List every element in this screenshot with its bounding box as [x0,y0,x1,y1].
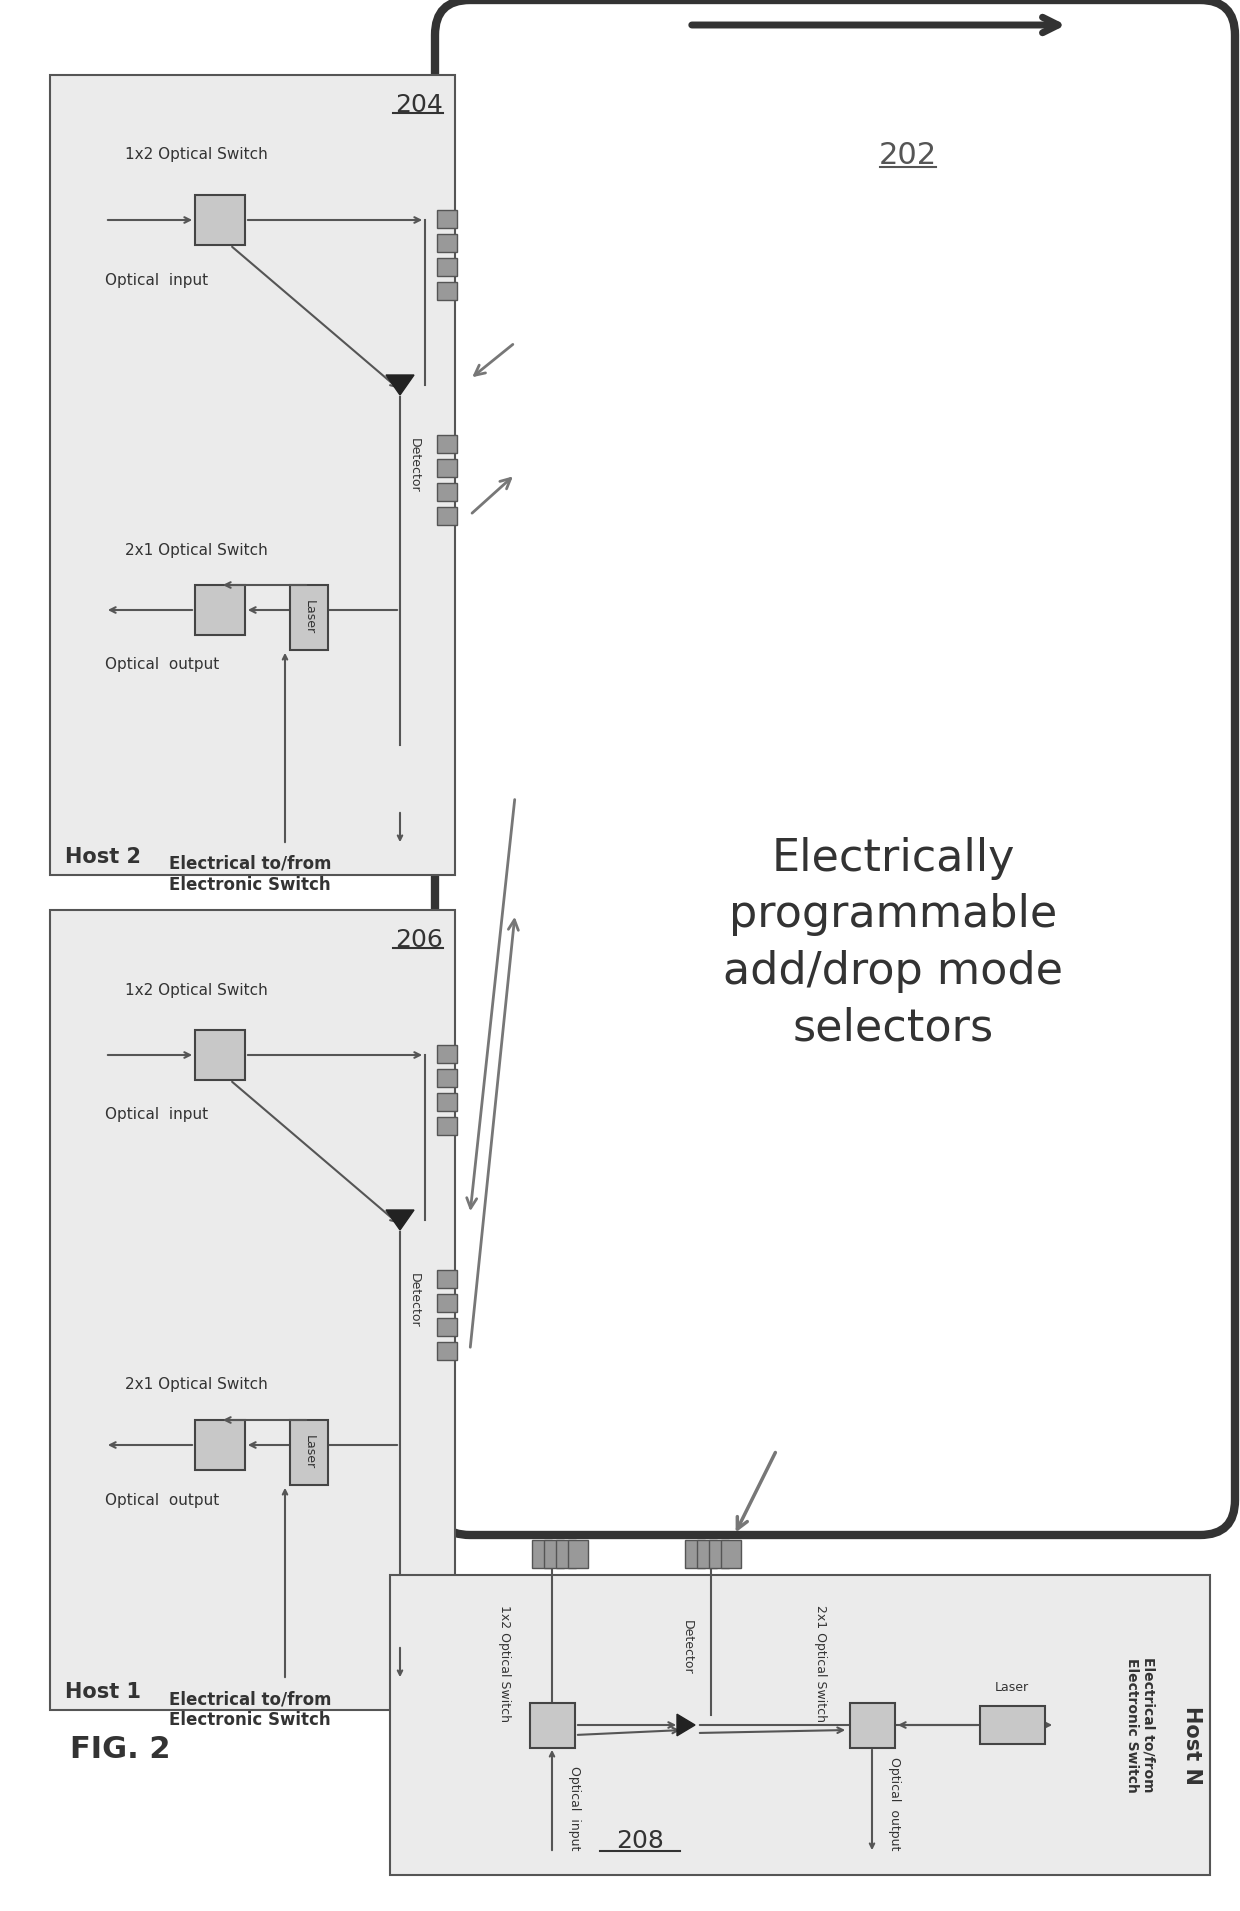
Text: 2x1 Optical Switch: 2x1 Optical Switch [125,543,268,558]
Bar [436,258,458,275]
Bar [436,483,458,501]
Polygon shape [677,1714,694,1735]
Bar [980,1707,1045,1745]
Bar [436,283,458,300]
Bar [436,1118,458,1135]
Bar [684,1540,706,1569]
Bar [720,1540,742,1569]
Text: Optical  output: Optical output [105,657,219,673]
Bar [532,1540,552,1569]
Polygon shape [386,1210,414,1231]
Bar [50,75,455,875]
Bar [195,195,246,245]
Text: Electrical to/from
Electronic Switch: Electrical to/from Electronic Switch [1125,1657,1156,1793]
Text: Electrical to/from
Electronic Switch: Electrical to/from Electronic Switch [169,854,331,894]
Bar [709,1540,729,1569]
Text: Detector: Detector [681,1621,693,1674]
Text: 2x1 Optical Switch: 2x1 Optical Switch [813,1605,827,1722]
Bar [529,1703,575,1749]
Text: FIG. 2: FIG. 2 [69,1735,171,1764]
Polygon shape [386,375,414,396]
Text: 1x2 Optical Switch: 1x2 Optical Switch [125,982,268,998]
Bar [436,233,458,252]
FancyBboxPatch shape [435,0,1235,1535]
Bar [195,585,246,634]
Text: 1x2 Optical Switch: 1x2 Optical Switch [498,1605,511,1722]
Text: Optical  output: Optical output [105,1492,219,1508]
Text: 206: 206 [396,929,443,952]
Text: 208: 208 [616,1829,663,1854]
Bar [50,910,455,1710]
Bar [436,436,458,453]
Text: Laser: Laser [303,1435,315,1470]
Text: Detector: Detector [408,438,420,493]
Bar [436,506,458,526]
Text: 204: 204 [396,94,443,117]
Text: Electrical to/from
Electronic Switch: Electrical to/from Electronic Switch [169,1689,331,1729]
Bar [436,210,458,227]
Text: Host 2: Host 2 [64,847,141,868]
Bar [436,1319,458,1336]
Bar [436,1045,458,1063]
Bar [436,459,458,478]
Bar [849,1703,895,1749]
Bar [436,1342,458,1361]
Text: Optical  input: Optical input [105,1108,208,1122]
Bar [391,1575,1210,1875]
Bar [568,1540,588,1569]
Text: 1x2 Optical Switch: 1x2 Optical Switch [125,147,268,162]
Text: Host 1: Host 1 [64,1682,141,1703]
Bar [436,1068,458,1087]
Bar [290,1420,329,1485]
Bar [436,1294,458,1313]
Bar [544,1540,564,1569]
Text: Optical  output: Optical output [889,1756,901,1850]
Text: Laser: Laser [303,600,315,634]
Bar [556,1540,577,1569]
Text: 202: 202 [879,141,937,170]
Bar [195,1420,246,1470]
Bar [436,1093,458,1110]
Text: Optical  input: Optical input [105,273,208,287]
Text: Laser: Laser [994,1682,1029,1693]
Text: 2x1 Optical Switch: 2x1 Optical Switch [125,1378,268,1393]
Text: Optical  input: Optical input [568,1766,582,1850]
Bar [195,1030,246,1080]
Bar [697,1540,717,1569]
Bar [290,585,329,650]
Bar [436,1271,458,1288]
Text: Host N: Host N [1182,1705,1202,1785]
Text: Detector: Detector [408,1273,420,1328]
Text: Electrically
programmable
add/drop mode
selectors: Electrically programmable add/drop mode … [723,837,1064,1049]
